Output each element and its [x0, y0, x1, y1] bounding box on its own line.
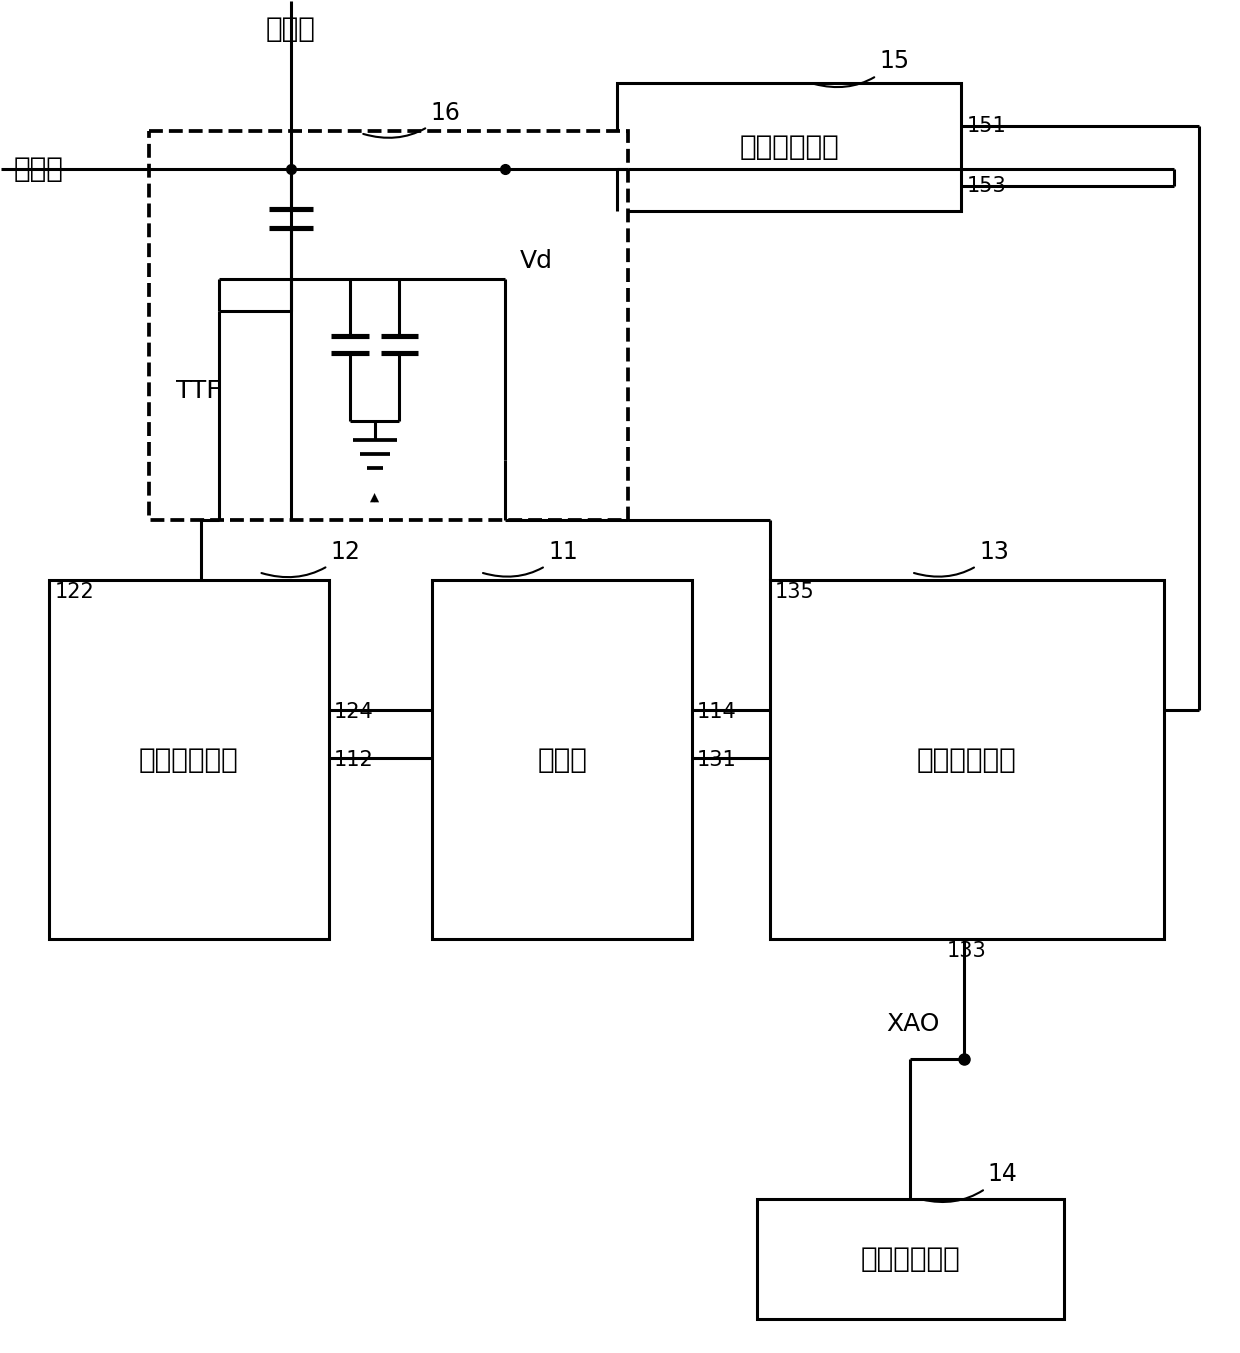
- Bar: [756, 1199, 1064, 1319]
- Text: 133: 133: [946, 942, 986, 962]
- Text: 122: 122: [55, 582, 94, 602]
- Text: 124: 124: [334, 702, 373, 723]
- Bar: [149, 131, 627, 521]
- Bar: [618, 84, 961, 211]
- Text: 电压输出电路: 电压输出电路: [916, 746, 1017, 774]
- Text: XAO: XAO: [885, 1012, 939, 1036]
- Text: 16: 16: [363, 101, 460, 138]
- Text: 151: 151: [966, 116, 1006, 137]
- Text: 15: 15: [815, 49, 910, 87]
- Text: 12: 12: [262, 540, 361, 578]
- Text: Vd: Vd: [521, 249, 553, 273]
- Text: 数据线: 数据线: [265, 15, 316, 43]
- Text: 扫描线: 扫描线: [14, 156, 63, 183]
- Text: TTF: TTF: [176, 379, 221, 403]
- Text: 栅极驱动芯片: 栅极驱动芯片: [739, 133, 839, 161]
- Text: 153: 153: [966, 176, 1006, 196]
- Text: 131: 131: [697, 750, 737, 770]
- Text: 11: 11: [482, 540, 578, 576]
- Bar: [50, 580, 329, 939]
- Bar: [433, 580, 692, 939]
- Text: 114: 114: [697, 702, 737, 723]
- Text: 135: 135: [775, 582, 815, 602]
- Text: 控制器: 控制器: [537, 746, 587, 774]
- Text: 112: 112: [334, 750, 373, 770]
- Text: 14: 14: [923, 1162, 1017, 1201]
- Text: 电源管理芯片: 电源管理芯片: [861, 1245, 960, 1273]
- Text: 13: 13: [914, 540, 1009, 576]
- Text: 电压检测电路: 电压检测电路: [139, 746, 239, 774]
- Bar: [770, 580, 1164, 939]
